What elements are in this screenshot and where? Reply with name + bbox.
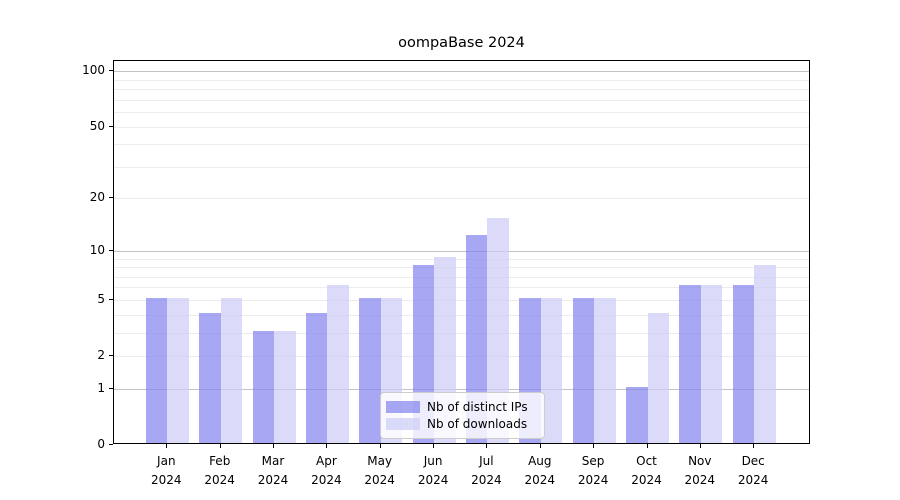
x-tick-apr [326,444,328,448]
y-tick-label-100: 100 [82,63,105,78]
gridline-100 [114,71,809,73]
y-tick-20 [109,197,113,199]
bar-distinct-ips-nov [679,285,701,443]
y-tick-50 [109,125,113,127]
x-tick-label-jun: Jun 2024 [417,454,449,487]
x-tick-label-dec: Dec 2024 [737,454,769,487]
x-tick-jan [166,444,168,448]
gridline-1 [114,388,809,390]
bar-distinct-ips-may [359,297,381,443]
x-tick-label-oct: Oct 2024 [631,454,662,487]
legend: Nb of distinct IPs Nb of downloads [380,392,545,439]
x-tick-label-mar: Mar 2024 [257,454,289,487]
gridline-40 [114,144,809,146]
gridline-20 [114,198,809,200]
x-tick-oct [646,444,648,448]
bar-distinct-ips-jul [465,235,488,443]
gridline-8 [114,267,809,268]
gridline-9 [114,258,809,260]
bar-downloads-sep [594,297,616,443]
bar-downloads-oct [647,312,669,443]
bar-downloads-feb [220,297,243,443]
x-tick-label-feb: Feb 2024 [204,454,235,487]
bar-distinct-ips-sep [572,297,595,443]
bar-distinct-ips-oct [626,386,648,443]
gridline-60 [114,112,809,113]
bar-downloads-aug [540,297,563,443]
x-tick-mar [273,444,274,448]
bar-distinct-ips-feb [199,312,221,443]
x-tick-label-jul: Jul 2024 [471,454,502,487]
x-tick-sep [593,444,595,448]
bar-distinct-ips-apr [305,312,328,443]
gridline-7 [114,276,809,278]
bar-downloads-apr [327,285,349,443]
x-tick-label-apr: Apr 2024 [311,454,342,487]
x-tick-feb [219,444,221,448]
y-tick-2 [109,355,113,356]
x-tick-label-nov: Nov 2024 [684,454,716,487]
legend-label-distinct-ips: Nb of distinct IPs [427,400,528,414]
gridline-80 [114,89,809,90]
x-tick-dec [753,444,755,448]
x-tick-jul [486,444,488,448]
bar-downloads-jul [487,218,509,443]
y-tick-label-5: 5 [97,291,105,306]
y-tick-0 [109,444,113,445]
gridline-2 [114,356,809,357]
chart-title: oompaBase 2024 [398,35,525,51]
y-tick-label-0: 0 [97,437,105,451]
legend-row-distinct-ips: Nb of distinct IPs [386,399,537,415]
y-tick-100 [109,70,113,72]
x-tick-nov [699,444,701,448]
gridline-30 [114,166,809,168]
bar-distinct-ips-mar [252,330,274,443]
legend-label-downloads: Nb of downloads [427,417,528,431]
gridline-4 [114,314,809,316]
x-tick-aug [539,444,541,448]
x-tick-label-may: May 2024 [364,454,395,487]
y-tick-10 [109,249,113,251]
x-tick-label-aug: Aug 2024 [524,454,556,487]
bar-downloads-dec [754,265,776,443]
legend-swatch-downloads [386,418,420,430]
legend-row-downloads: Nb of downloads [386,416,537,432]
x-tick-jun [433,444,435,448]
y-tick-label-2: 2 [97,348,105,362]
x-tick-label-jan: Jan 2024 [151,454,182,487]
gridline-6 [114,287,809,289]
plot-area [113,60,810,444]
bar-downloads-mar [274,330,296,443]
gridline-5 [114,299,809,301]
gridline-90 [114,79,809,81]
gridline-10 [114,250,809,252]
y-tick-label-1: 1 [97,380,105,395]
y-tick-1 [109,387,113,389]
y-tick-label-10: 10 [89,242,105,257]
bar-distinct-ips-jan [145,297,168,443]
y-tick-label-20: 20 [89,190,105,205]
gridline-3 [114,332,809,334]
y-tick-5 [109,298,113,300]
gridline-50 [114,126,809,128]
bar-downloads-nov [700,285,723,443]
bar-downloads-jan [167,297,189,443]
bar-distinct-ips-dec [732,285,755,443]
gridline-70 [114,99,809,101]
legend-swatch-distinct-ips [386,401,420,413]
x-tick-may [379,444,381,448]
y-tick-label-50: 50 [89,118,105,133]
x-tick-label-sep: Sep 2024 [577,454,609,487]
